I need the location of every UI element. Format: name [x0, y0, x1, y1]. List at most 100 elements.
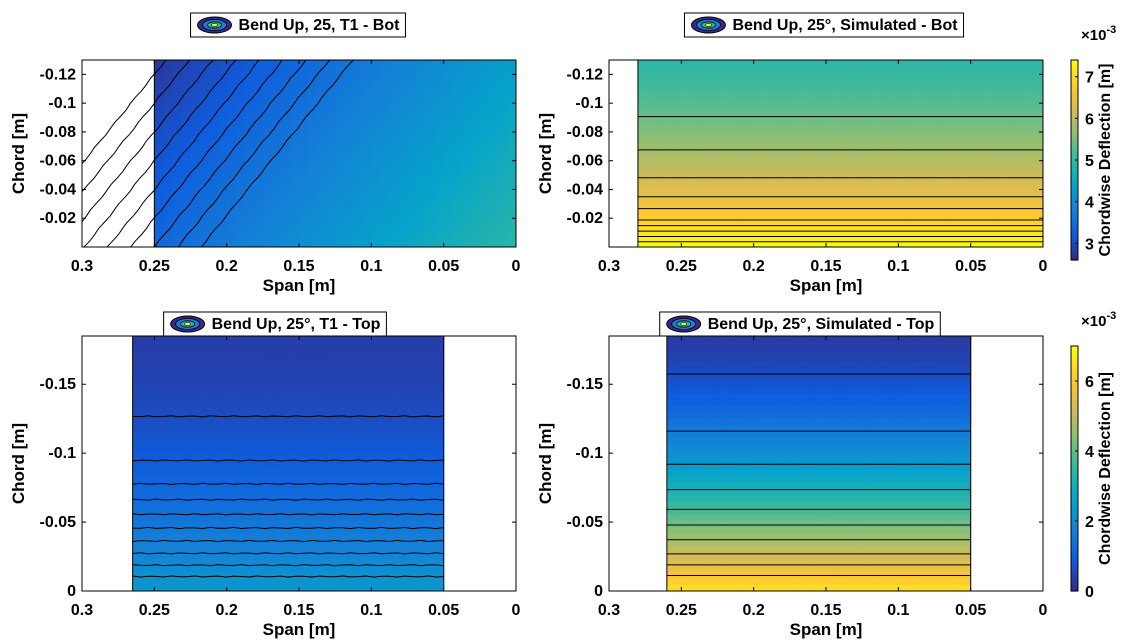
field-cell — [850, 60, 862, 66]
field-cell — [217, 181, 228, 187]
field-cell — [326, 176, 336, 183]
field-cell — [488, 148, 499, 155]
field-cell — [870, 242, 882, 247]
field-cell — [257, 546, 266, 554]
field-cell — [202, 463, 211, 471]
field-cell — [479, 214, 490, 220]
field-cell — [299, 186, 309, 192]
field-cell — [982, 172, 993, 178]
field-cell — [488, 214, 499, 220]
field-cell — [678, 232, 690, 239]
field-cell — [810, 158, 821, 164]
field-cell — [171, 387, 180, 394]
field-cell — [416, 97, 427, 103]
field-cell — [428, 489, 437, 496]
field-cell — [241, 476, 250, 484]
field-cell — [241, 412, 250, 420]
field-cell — [789, 232, 801, 239]
field-cell — [334, 463, 344, 471]
field-cell — [358, 520, 367, 528]
field-cell — [759, 186, 771, 192]
field-cell — [257, 540, 266, 547]
field-cell — [288, 489, 297, 496]
field-cell — [404, 527, 414, 535]
field-cell — [217, 204, 228, 211]
field-cell — [789, 144, 801, 150]
field-cell — [171, 565, 180, 573]
field-cell — [179, 418, 188, 426]
field-cell — [319, 514, 328, 522]
field-cell — [303, 482, 313, 490]
field-cell — [210, 444, 219, 452]
field-cell — [668, 218, 680, 225]
field-cell — [380, 172, 391, 178]
field-cell — [698, 204, 710, 211]
field-cell — [729, 181, 740, 187]
field-cell — [779, 60, 791, 66]
field-cell — [779, 83, 791, 89]
field-cell — [317, 228, 327, 234]
field-cell — [941, 232, 953, 239]
field-cell — [181, 120, 192, 127]
field-cell — [179, 399, 188, 407]
y-tick-label: -0.1 — [575, 95, 603, 112]
field-cell — [397, 380, 406, 388]
field-cell — [810, 125, 821, 131]
field-cell — [358, 527, 367, 535]
field-cell — [420, 355, 429, 363]
field-cell — [443, 218, 454, 225]
field-cell — [759, 172, 771, 178]
field-cell — [425, 106, 436, 113]
field-cell — [416, 232, 427, 239]
field-cell — [972, 232, 983, 239]
field-cell — [190, 167, 201, 173]
field-cell — [820, 111, 831, 117]
field-cell — [381, 342, 390, 350]
field-cell — [244, 195, 255, 201]
field-cell — [789, 78, 801, 84]
field-cell — [820, 134, 831, 141]
field-cell — [708, 223, 720, 229]
field-cell — [982, 144, 993, 150]
field-cell — [163, 204, 174, 211]
field-cell — [257, 444, 266, 452]
field-cell — [389, 134, 400, 141]
field-cell — [911, 83, 923, 89]
field-cell — [194, 412, 204, 420]
field-cell — [880, 78, 892, 84]
field-cell — [479, 204, 490, 211]
field-cell — [749, 232, 761, 239]
field-cell — [303, 418, 313, 426]
field-cell — [280, 571, 289, 579]
field-cell — [397, 367, 406, 375]
field-cell — [789, 120, 801, 127]
field-cell — [249, 533, 258, 541]
field-cell — [708, 186, 720, 192]
field-cell — [358, 393, 367, 401]
field-cell — [389, 508, 398, 516]
field-cell — [233, 336, 243, 343]
field-cell — [241, 393, 250, 401]
field-cell — [951, 88, 963, 94]
field-cell — [461, 190, 472, 197]
field-cell — [820, 200, 831, 206]
field-cell — [799, 78, 811, 84]
field-cell — [412, 387, 421, 394]
field-cell — [479, 200, 490, 206]
field-cell — [253, 200, 264, 206]
field-cell — [208, 200, 219, 206]
field-cell — [428, 514, 437, 522]
field-cell — [397, 438, 406, 445]
field-cell — [416, 190, 427, 197]
field-cell — [253, 64, 264, 70]
field-cell — [397, 571, 406, 579]
field-cell — [327, 540, 336, 547]
field-cell — [308, 218, 318, 225]
field-cell — [199, 116, 210, 122]
field-cell — [163, 176, 174, 183]
field-cell — [308, 74, 318, 80]
field-cell — [708, 195, 720, 201]
field-cell — [172, 218, 183, 225]
field-cell — [235, 167, 246, 173]
field-cell — [972, 144, 983, 150]
